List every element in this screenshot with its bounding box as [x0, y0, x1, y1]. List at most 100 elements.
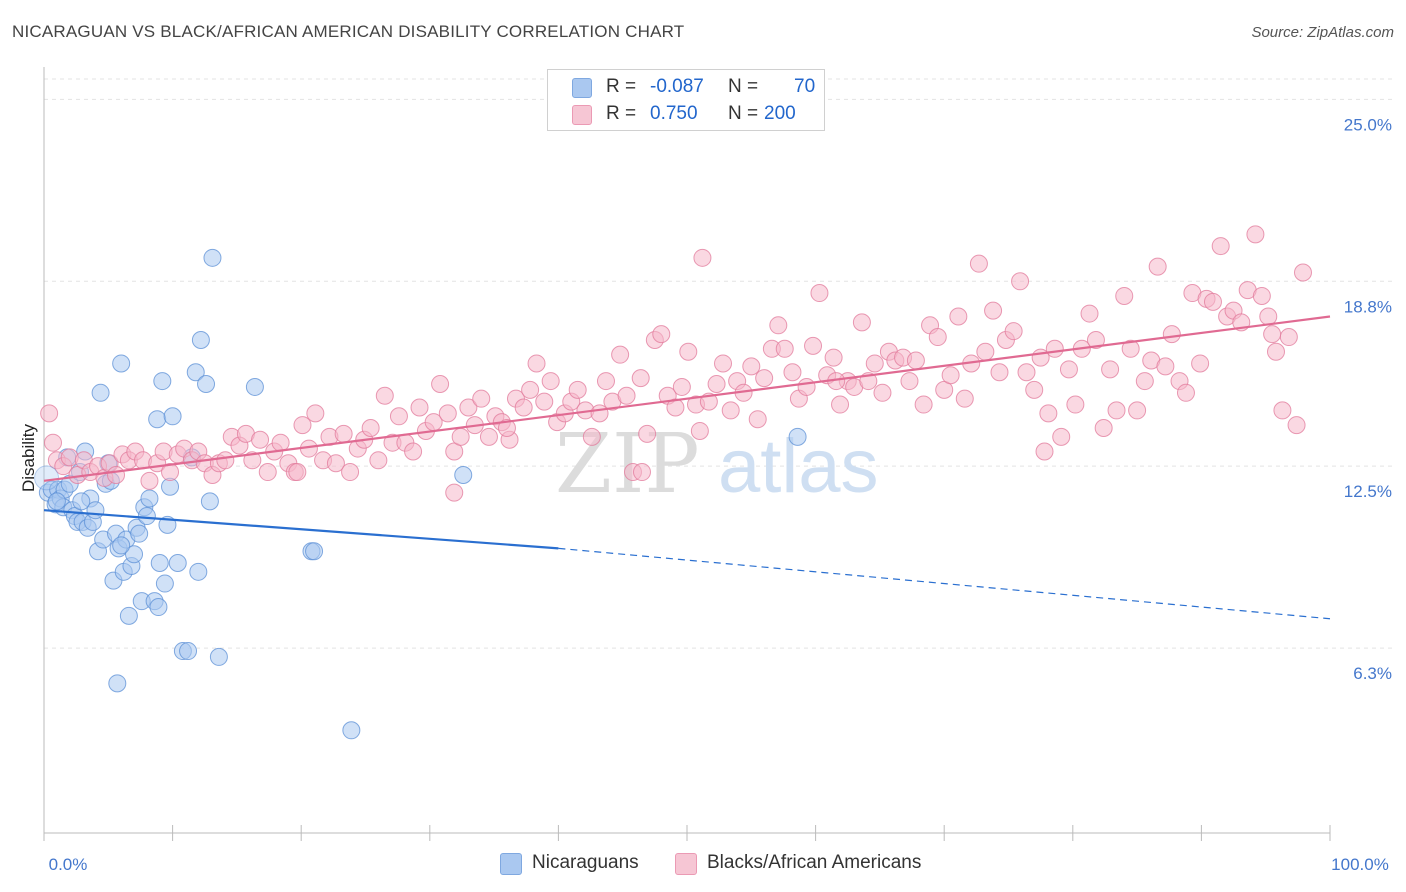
data-point: [955, 389, 974, 408]
data-point: [969, 254, 988, 273]
series-swatch-nicaraguans: [500, 853, 522, 875]
data-point: [521, 380, 540, 399]
data-point: [1176, 383, 1195, 402]
data-point: [611, 345, 630, 364]
data-point: [40, 404, 59, 423]
data-point: [1035, 442, 1054, 461]
data-point: [1066, 395, 1085, 414]
data-point: [990, 363, 1009, 382]
data-point: [47, 492, 66, 511]
data-point: [1115, 286, 1134, 305]
data-point: [251, 430, 270, 449]
data-point: [810, 284, 829, 303]
data-point: [652, 325, 671, 344]
data-point: [342, 721, 361, 740]
data-point: [541, 372, 560, 391]
legend-n-value: 70: [794, 76, 816, 97]
data-point: [389, 407, 408, 426]
data-point: [527, 354, 546, 373]
data-point: [1266, 342, 1285, 361]
data-point: [535, 392, 554, 411]
data-point: [1128, 401, 1147, 420]
data-point: [1263, 325, 1282, 344]
data-point: [679, 342, 698, 361]
data-point: [769, 316, 788, 335]
legend-n-value: 200: [764, 103, 796, 124]
trend-line-nicaraguans: [43, 509, 559, 550]
data-point: [900, 372, 919, 391]
data-point: [693, 248, 712, 267]
data-point: [906, 351, 925, 370]
data-point: [1039, 404, 1058, 423]
data-point: [44, 433, 63, 452]
data-point: [775, 339, 794, 358]
data-point: [288, 463, 307, 482]
legend-n-label: N =: [728, 76, 759, 97]
data-point: [191, 330, 210, 349]
y-tick-label: 6.3%: [1353, 664, 1392, 683]
data-point: [161, 463, 180, 482]
data-point: [438, 404, 457, 423]
data-point: [1246, 225, 1265, 244]
data-point: [209, 647, 228, 666]
data-point: [197, 375, 216, 394]
y-tick-label: 18.8%: [1344, 297, 1392, 316]
data-point: [410, 398, 429, 417]
data-point: [1004, 322, 1023, 341]
watermark: ZIP atlas: [555, 417, 879, 512]
data-point: [150, 554, 169, 573]
legend-swatch-nicaraguans: [572, 78, 592, 98]
data-points: [34, 225, 1312, 740]
trend-line-blacks: [43, 315, 1331, 482]
data-point: [1273, 401, 1292, 420]
data-point: [755, 369, 774, 388]
data-point: [690, 421, 709, 440]
data-point: [1135, 372, 1154, 391]
data-point: [788, 427, 807, 446]
data-point: [155, 574, 174, 593]
data-point: [306, 404, 325, 423]
data-point: [1017, 363, 1036, 382]
data-point: [638, 424, 657, 443]
data-point: [714, 354, 733, 373]
data-point: [1080, 304, 1099, 323]
data-point: [341, 463, 360, 482]
data-point: [140, 471, 159, 490]
data-point: [707, 375, 726, 394]
data-point: [479, 427, 498, 446]
data-point: [245, 377, 264, 396]
data-point: [742, 357, 761, 376]
data-point: [334, 424, 353, 443]
data-point: [631, 369, 650, 388]
data-point: [431, 375, 450, 394]
data-point: [271, 433, 290, 452]
data-point: [91, 383, 110, 402]
data-point: [445, 483, 464, 502]
data-point: [148, 410, 167, 429]
data-point: [582, 427, 601, 446]
legend-r-value: 0.750: [650, 103, 698, 124]
data-point: [179, 642, 198, 661]
data-point: [632, 463, 651, 482]
data-point: [797, 377, 816, 396]
data-point: [369, 451, 388, 470]
data-point: [976, 342, 995, 361]
data-point: [824, 348, 843, 367]
data-point: [1025, 380, 1044, 399]
x-tick-label: 100.0%: [1331, 855, 1389, 874]
data-point: [140, 489, 159, 508]
trend-line-nicaraguans-projection: [558, 547, 1331, 620]
data-point: [1059, 360, 1078, 379]
data-point: [666, 398, 685, 417]
data-point: [1156, 357, 1175, 376]
data-point: [1045, 339, 1064, 358]
data-point: [617, 386, 636, 405]
data-point: [125, 545, 144, 564]
data-point: [163, 407, 182, 426]
legend-n-label: N =: [728, 103, 759, 124]
data-point: [568, 380, 587, 399]
tick-labels: 6.3% 12.5% 18.8% 25.0% 0.0% 100.0%: [49, 115, 1392, 874]
data-point: [783, 363, 802, 382]
data-point: [873, 383, 892, 402]
correlation-legend: R = -0.087 N = 70 R = 0.750 N = 200: [547, 69, 825, 131]
